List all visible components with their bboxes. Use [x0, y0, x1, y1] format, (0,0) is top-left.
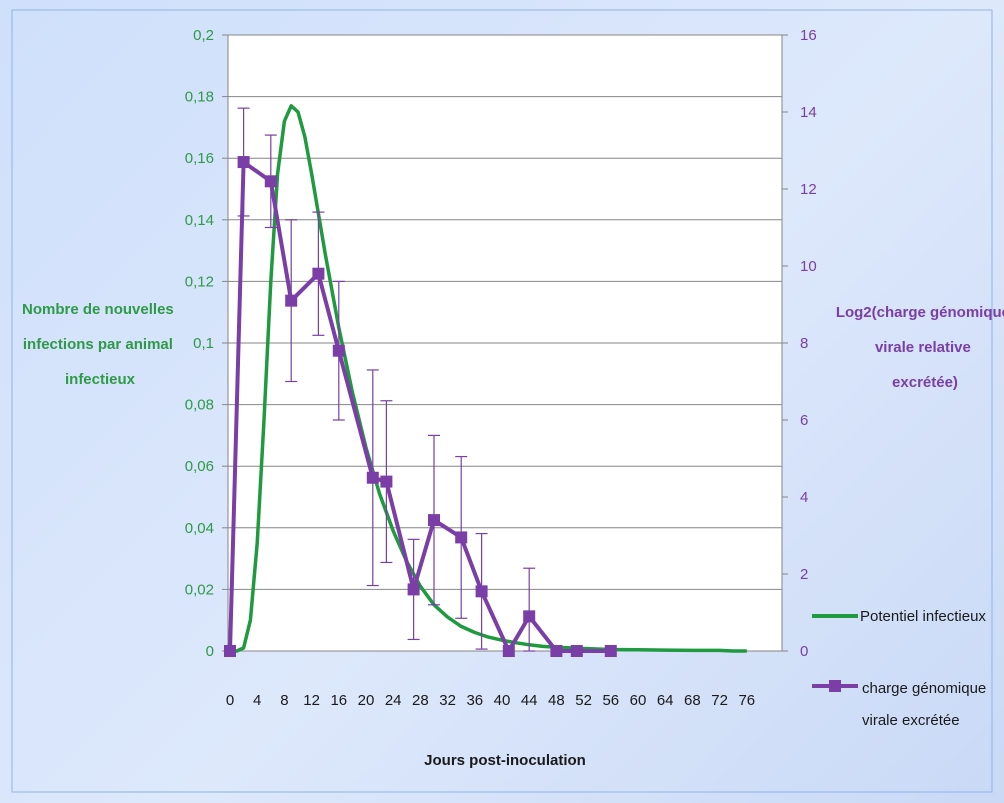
left-tick-label: 0	[206, 643, 214, 660]
left-tick-label: 0,12	[185, 273, 214, 290]
x-tick-label: 8	[280, 692, 288, 709]
x-tick-label: 72	[711, 692, 728, 709]
x-tick-label: 4	[253, 692, 261, 709]
left-tick-label: 0,16	[185, 150, 214, 167]
right-axis-label: Log2(charge génomique virale relative ex…	[836, 304, 1004, 391]
left-tick-label: 0,18	[185, 89, 214, 106]
x-tick-label: 12	[303, 692, 320, 709]
x-axis-ticks: 0 4 8 12 16 20 24 28 32 36 40 44 48 52 56 60 64 68 72 76	[226, 692, 755, 709]
x-tick-label: 52	[575, 692, 592, 709]
right-tick-label: 2	[800, 566, 808, 583]
right-tick-label: 16	[800, 27, 817, 44]
x-tick-label: 64	[657, 692, 674, 709]
left-tick-label: 0,04	[185, 520, 214, 537]
data-point	[312, 267, 325, 280]
legend-marker-charge	[829, 680, 841, 692]
left-tick-label: 0,08	[185, 397, 214, 414]
left-tick-label: 0,2	[193, 27, 214, 44]
x-tick-label: 44	[521, 692, 538, 709]
left-tick-label: 0,14	[185, 212, 214, 229]
data-point	[455, 531, 468, 544]
left-tick-label: 0,02	[185, 581, 214, 598]
data-point	[332, 344, 345, 357]
x-tick-label: 28	[412, 692, 429, 709]
left-axis-ticks: 0 0,02 0,04 0,06 0,08 0,1 0,12 0,14 0,16 0,18 0,2	[185, 27, 228, 660]
legend-label-potentiel: Potentiel infectieux	[860, 608, 986, 625]
left-axis-label: Nombre de nouvelles infections par anima…	[22, 301, 178, 388]
x-axis-label: Jours post-inoculation	[424, 752, 586, 769]
chart-border	[11, 9, 993, 793]
x-tick-label: 40	[494, 692, 511, 709]
legend: Potentiel infectieux charge génomique vi…	[812, 608, 990, 729]
x-tick-label: 48	[548, 692, 565, 709]
data-point	[550, 645, 563, 657]
x-tick-label: 56	[602, 692, 619, 709]
data-point	[604, 645, 617, 657]
right-axis-ticks: 0 2 4 6 8 10 12 14 16	[782, 27, 817, 660]
data-point	[264, 175, 277, 188]
right-tick-label: 10	[800, 258, 817, 275]
right-tick-label: 6	[800, 412, 808, 429]
data-point	[502, 645, 515, 657]
x-tick-label: 60	[630, 692, 647, 709]
data-point	[428, 514, 440, 527]
right-tick-label: 0	[800, 643, 808, 660]
x-tick-label: 32	[439, 692, 456, 709]
x-tick-label: 68	[684, 692, 701, 709]
right-tick-label: 12	[800, 181, 817, 198]
left-tick-label: 0,06	[185, 458, 214, 475]
data-point	[366, 471, 379, 484]
data-point	[237, 156, 250, 169]
right-tick-label: 4	[800, 489, 808, 506]
x-tick-label: 36	[466, 692, 483, 709]
data-point	[224, 645, 236, 657]
series-charge-genomique	[224, 107, 617, 657]
data-point	[475, 585, 488, 598]
x-tick-label: 24	[385, 692, 402, 709]
right-tick-label: 14	[800, 104, 817, 121]
data-point	[285, 294, 298, 307]
series-line	[230, 104, 747, 653]
data-point	[380, 475, 393, 488]
series-potentiel-infectieux	[230, 104, 747, 653]
x-tick-label: 0	[226, 692, 234, 709]
data-point	[523, 610, 536, 623]
x-tick-label: 16	[330, 692, 347, 709]
legend-label-charge: charge génomique virale excrétée	[862, 680, 990, 729]
left-tick-label: 0,1	[193, 335, 214, 352]
data-point	[407, 583, 420, 596]
right-tick-label: 8	[800, 335, 808, 352]
data-point	[570, 645, 583, 657]
x-tick-label: 20	[358, 692, 375, 709]
x-tick-label: 76	[738, 692, 755, 709]
